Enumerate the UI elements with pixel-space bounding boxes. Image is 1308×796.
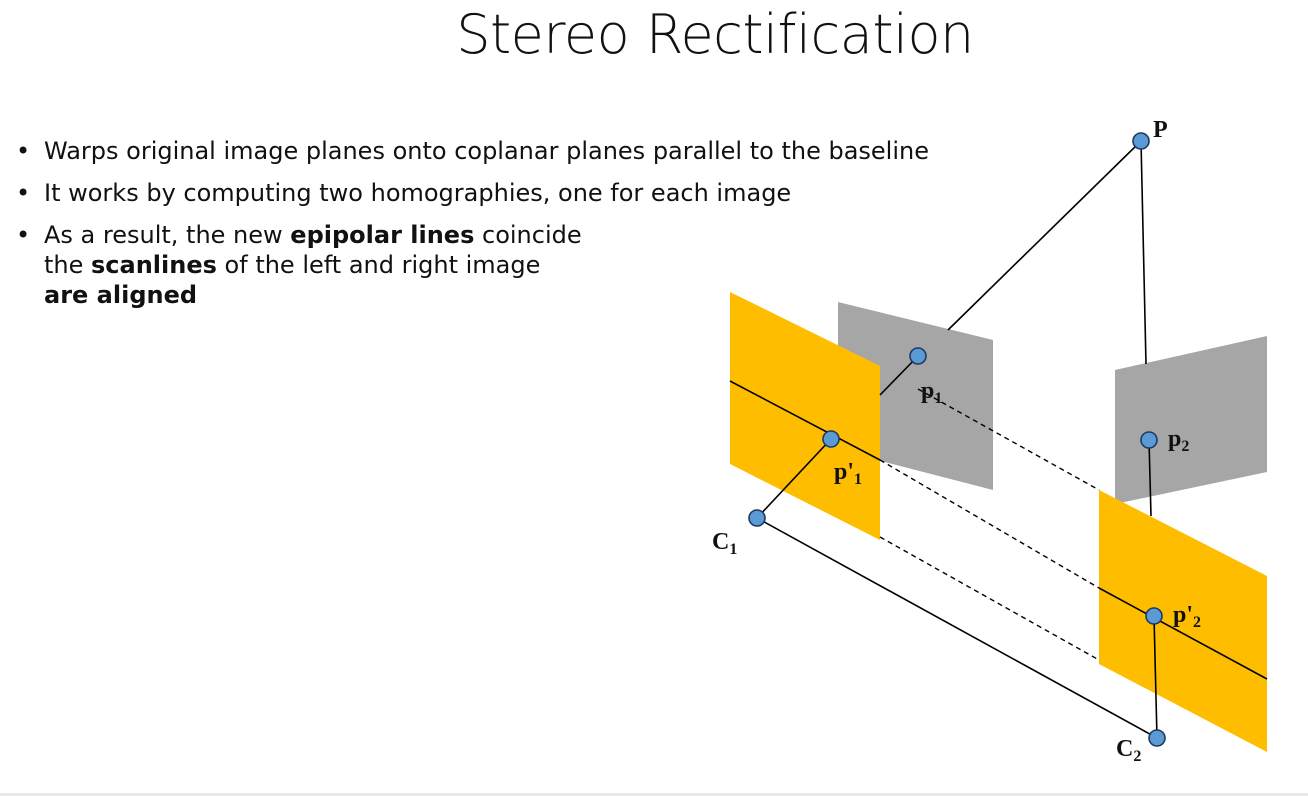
- bullet-marker: •: [16, 221, 31, 249]
- label-p2-prime: p'2: [1173, 602, 1201, 631]
- bullet-line: Warps original image planes onto coplana…: [44, 136, 929, 166]
- dashed-epipolar-line-top: [917, 388, 1100, 491]
- label-p1-prime: p'1: [834, 459, 862, 488]
- left-scanline: [729, 380, 881, 461]
- point-p1: [909, 347, 927, 365]
- point-p1-prime: [822, 430, 840, 448]
- left-rectified-image-plane: [730, 292, 880, 540]
- point-C2: [1148, 729, 1166, 747]
- right-scanline: [1098, 587, 1268, 680]
- bullet-item: • As a result, the new epipolar lines coi…: [14, 220, 929, 310]
- label-C2: C2: [1116, 736, 1141, 765]
- bullet-item: • Warps original image planes onto coplan…: [14, 136, 929, 166]
- ray-p1-to-P: [947, 140, 1142, 331]
- right-original-image-plane: [1115, 336, 1267, 504]
- slide-bottom-rule: [0, 793, 1308, 796]
- dashed-scanline-middle: [879, 459, 1100, 589]
- bullet-text: of the left and right image: [216, 251, 541, 279]
- baseline: [756, 517, 1158, 739]
- bullet-text: coincide: [474, 221, 582, 249]
- label-p2: p2: [1168, 426, 1189, 455]
- point-p2-prime: [1145, 607, 1163, 625]
- point-P: [1132, 132, 1150, 150]
- point-p2: [1140, 431, 1158, 449]
- bullet-list: • Warps original image planes onto coplan…: [14, 136, 929, 322]
- bullet-text: the: [44, 251, 92, 279]
- ray-c2-to-p2prime: [1153, 615, 1158, 739]
- ray-c1-to-p1: [756, 438, 832, 519]
- bullet-marker: •: [16, 137, 31, 165]
- bullet-line: the scanlines of the left and right imag…: [44, 250, 929, 280]
- slide-title: Stereo Rectification: [456, 3, 974, 66]
- bullet-text: As a result, the new: [44, 221, 291, 249]
- right-rectified-image-plane: [1099, 490, 1267, 752]
- label-C1: C1: [712, 529, 737, 558]
- bullet-text: Warps original image planes onto coplana…: [44, 137, 929, 165]
- bullet-bold-text: epipolar lines: [290, 221, 475, 249]
- bullet-item: • It works by computing two homographies,…: [14, 178, 929, 208]
- ray-P-to-right-plane: [1140, 140, 1147, 365]
- ray-p2-to-rectified: [1148, 439, 1152, 517]
- ray-p1-partial: [879, 355, 919, 396]
- bullet-bold-text: scanlines: [91, 251, 217, 279]
- bullet-line: are aligned: [44, 280, 929, 310]
- bullet-line: It works by computing two homographies, …: [44, 178, 929, 208]
- bullet-bold-text: are aligned: [44, 281, 198, 309]
- bullet-text: It works by computing two homographies, …: [44, 179, 792, 207]
- label-P: P: [1153, 117, 1168, 143]
- point-C1: [748, 509, 766, 527]
- bullet-line: As a result, the new epipolar lines coin…: [44, 220, 929, 250]
- dashed-baseline-projection: [879, 536, 1100, 661]
- label-p1: p1: [921, 378, 942, 407]
- bullet-marker: •: [16, 179, 31, 207]
